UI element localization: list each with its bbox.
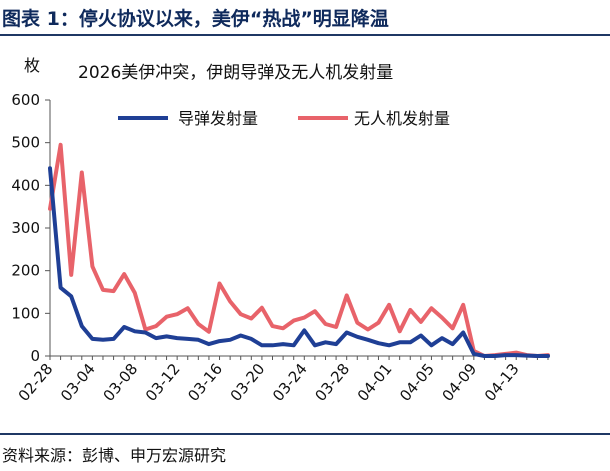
series-line-1 bbox=[48, 142, 550, 358]
footer-rule bbox=[0, 433, 610, 435]
x-tick-label: 04-05 bbox=[396, 360, 438, 405]
y-axis-ticks: 0 100 200 300 400 500 600 bbox=[11, 91, 50, 365]
x-tick-label: 02-28 bbox=[15, 360, 57, 405]
figure-label: 图表 1：停火协议以来，美伊“热战”明显降温 bbox=[2, 8, 389, 30]
x-tick-label: 03-20 bbox=[227, 360, 269, 405]
series-lines bbox=[48, 142, 550, 358]
y-tick-label: 500 bbox=[11, 134, 40, 152]
x-tick-label: 04-09 bbox=[439, 360, 481, 405]
axes bbox=[49, 100, 548, 357]
y-tick-label: 600 bbox=[11, 91, 40, 109]
series-line-0 bbox=[48, 166, 550, 358]
x-tick-label: 03-04 bbox=[57, 360, 99, 405]
x-tick-label: 04-01 bbox=[354, 360, 396, 405]
x-tick-label: 03-12 bbox=[142, 360, 184, 405]
x-tick-label: 03-24 bbox=[269, 360, 311, 405]
legend-label: 导弹发射量 bbox=[178, 109, 258, 128]
x-axis-ticks: 02-28 03-04 03-08 03-12 03-16 03-20 03-24 03-28… bbox=[15, 356, 549, 405]
x-tick-label: 03-28 bbox=[311, 360, 353, 405]
x-tick-label: 03-08 bbox=[99, 360, 141, 405]
y-tick-label: 0 bbox=[30, 347, 40, 365]
source-note: 资料来源：彭博、申万宏源研究 bbox=[2, 446, 227, 465]
y-tick-label: 400 bbox=[11, 176, 40, 194]
header-rule bbox=[0, 34, 610, 36]
y-axis-unit: 枚 bbox=[24, 56, 40, 75]
x-tick-label: 03-16 bbox=[184, 360, 226, 405]
y-tick-label: 100 bbox=[11, 304, 40, 322]
legend-label: 无人机发射量 bbox=[354, 109, 450, 128]
chart-title: 2026美伊冲突，伊朗导弹及无人机发射量 bbox=[78, 63, 393, 83]
y-tick-label: 300 bbox=[11, 219, 40, 237]
figure-header: 图表 1：停火协议以来，美伊“热战”明显降温 bbox=[0, 0, 610, 36]
legend: 导弹发射量 无人机发射量 bbox=[118, 109, 450, 128]
line-chart: 枚 2026美伊冲突，伊朗导弹及无人机发射量 导弹发射量 无人机发射量 0 100 2… bbox=[11, 56, 550, 405]
x-tick-label: 04-13 bbox=[481, 360, 523, 405]
y-tick-label: 200 bbox=[11, 262, 40, 280]
